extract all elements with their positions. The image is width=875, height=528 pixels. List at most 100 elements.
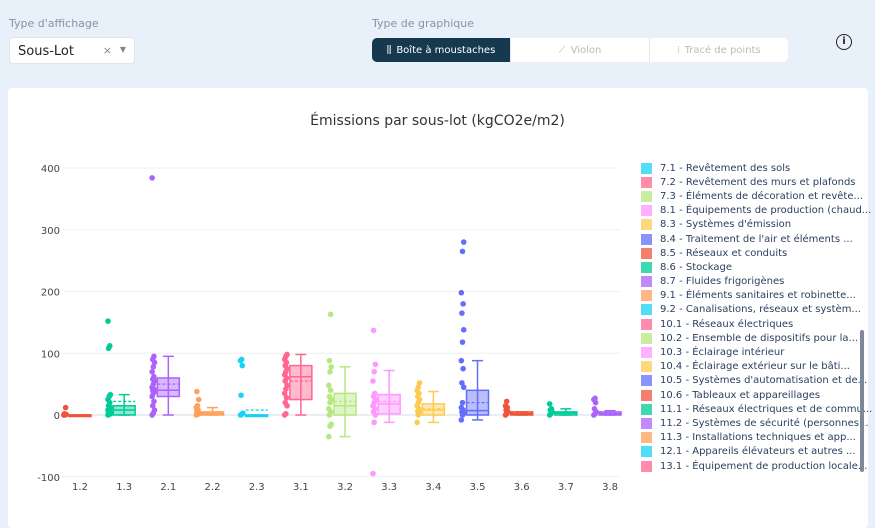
y-tick-label: 400 (41, 164, 60, 175)
x-tick-label: 1.3 (116, 482, 132, 493)
legend-item[interactable]: 10.1 - Réseaux électriques (641, 317, 872, 331)
legend-scrollbar[interactable] (860, 330, 864, 472)
legend-swatch (641, 176, 652, 188)
legend-item[interactable]: 10.4 - Éclairage extérieur sur le bâti..… (641, 360, 872, 374)
tab-boxplot[interactable]: ⫼ Boîte à moustaches (372, 38, 511, 62)
data-point (460, 301, 466, 307)
box-trace-2.3[interactable] (237, 356, 269, 418)
data-point (150, 364, 157, 370)
x-tick-label: 2.2 (205, 482, 221, 493)
box-trace-2.2[interactable] (193, 388, 225, 418)
chevron-down-icon[interactable]: ▼ (119, 45, 126, 54)
legend-item[interactable]: 8.5 - Réseaux et conduits (641, 246, 872, 260)
legend-item[interactable]: 11.3 - Installations techniques et app..… (641, 431, 872, 445)
data-point (460, 326, 467, 333)
x-tick-label: 2.1 (160, 482, 176, 493)
data-point (149, 402, 156, 409)
legend-item[interactable]: 11.2 - Systèmes de sécurité (personnes..… (641, 416, 872, 430)
data-point (326, 433, 332, 440)
chart-type-label: Type de graphique (372, 17, 474, 30)
data-point (149, 175, 155, 181)
box-trace-3.4[interactable] (414, 380, 446, 426)
data-point (502, 402, 509, 409)
clear-icon[interactable]: × (102, 44, 112, 57)
legend-swatch (641, 276, 652, 288)
data-point (460, 365, 466, 372)
legend-item[interactable]: 13.1 - Équipement de production locale..… (641, 459, 872, 473)
legend-item[interactable]: 10.3 - Éclairage intérieur (641, 345, 872, 359)
legend-item[interactable]: 8.4 - Traitement de l'air et éléments ..… (641, 232, 872, 246)
legend-item[interactable]: 8.1 - Équipements de production (chaud..… (641, 204, 872, 218)
legend-swatch (641, 190, 652, 202)
box-trace-3.2[interactable] (326, 311, 357, 440)
data-point (194, 388, 200, 395)
tab-violin[interactable]: ⟋ Violon (511, 38, 650, 62)
legend-label: 8.4 - Traitement de l'air et éléments ..… (660, 233, 853, 245)
data-point (328, 421, 335, 428)
box-trace-3.6[interactable] (502, 398, 534, 418)
legend-item[interactable]: 12.1 - Appareils élévateurs et autres ..… (641, 445, 872, 459)
legend-item[interactable]: 8.6 - Stockage (641, 260, 872, 274)
legend-swatch (641, 361, 652, 373)
legend-item[interactable]: 7.1 - Revêtement des sols (641, 161, 872, 175)
legend-label: 8.5 - Réseaux et conduits (660, 247, 788, 259)
data-point (195, 396, 202, 403)
x-tick-label: 3.5 (470, 482, 486, 493)
legend-item[interactable]: 7.2 - Revêtement des murs et plafonds (641, 175, 872, 189)
data-point (503, 398, 510, 405)
data-point (371, 419, 377, 426)
box-trace-1.2[interactable] (61, 404, 92, 418)
tab-label: Boîte à moustaches (396, 44, 496, 56)
legend-item[interactable]: 9.2 - Canalisations, réseaux et systèm..… (641, 303, 872, 317)
legend-item[interactable]: 9.1 - Éléments sanitaires et robinette..… (641, 289, 872, 303)
box-trace-3.7[interactable] (546, 401, 578, 418)
box-trace-1.3[interactable] (105, 318, 136, 418)
data-point (194, 402, 201, 409)
data-point (416, 380, 423, 386)
violin-icon: ⟋ (558, 44, 566, 56)
box-trace-3.8[interactable] (591, 395, 622, 418)
data-point (459, 380, 465, 386)
legend-swatch (641, 389, 652, 401)
y-tick-label: 100 (41, 349, 60, 360)
legend: 7.1 - Revêtement des sols 7.2 - Revêtemen… (641, 161, 872, 473)
x-tick-label: 3.2 (337, 482, 353, 493)
tab-label: Tracé de points (684, 44, 761, 56)
x-tick-label: 2.3 (249, 482, 265, 493)
legend-item[interactable]: 8.3 - Systèmes d'émission (641, 218, 872, 232)
legend-item[interactable]: 8.7 - Fluides frigorigènes (641, 275, 872, 289)
box-trace-3.1[interactable] (281, 351, 313, 418)
legend-swatch (641, 233, 652, 245)
legend-label: 9.2 - Canalisations, réseaux et systèm..… (660, 304, 861, 316)
x-tick-label: 3.7 (558, 482, 574, 493)
legend-swatch (641, 290, 652, 302)
box-trace-2.1[interactable] (149, 175, 181, 418)
legend-label: 10.6 - Tableaux et appareillages (660, 389, 821, 401)
chart-title: Émissions par sous-lot (kgCO2e/m2) (310, 113, 565, 129)
data-point (281, 390, 288, 397)
display-type-select[interactable]: Sous-Lot × ▼ (9, 37, 135, 64)
data-point (592, 395, 598, 402)
tab-strip[interactable]: ⦙ Tracé de points (650, 38, 788, 62)
legend-swatch (641, 205, 652, 217)
data-point (151, 407, 158, 413)
data-point (284, 351, 290, 358)
info-icon[interactable]: i (836, 34, 852, 50)
legend-item[interactable]: 11.1 - Réseaux électriques et de commu..… (641, 402, 872, 416)
legend-swatch (641, 304, 652, 316)
legend-item[interactable]: 10.5 - Systèmes d'automatisation et de..… (641, 374, 872, 388)
box-trace-3.3[interactable] (370, 327, 401, 477)
legend-label: 10.5 - Systèmes d'automatisation et de..… (660, 375, 868, 387)
data-point (460, 384, 467, 391)
data-point (326, 406, 332, 412)
legend-swatch (641, 347, 652, 359)
display-type-value: Sous-Lot (18, 44, 74, 59)
boxplot-chart: -100 0 100 200 300 400 1.2 1.3 2.1 2.2 2.3 3.1 3.2 3.… (37, 164, 622, 493)
legend-item[interactable]: 7.3 - Éléments de décoration et revête..… (641, 189, 872, 203)
legend-item[interactable]: 10.2 - Ensemble de dispositifs pour la..… (641, 331, 872, 345)
box-trace-3.5[interactable] (458, 239, 490, 423)
legend-swatch (641, 403, 652, 415)
display-type-label: Type d'affichage (9, 17, 99, 30)
legend-item[interactable]: 10.6 - Tableaux et appareillages (641, 388, 872, 402)
data-point (370, 327, 377, 334)
